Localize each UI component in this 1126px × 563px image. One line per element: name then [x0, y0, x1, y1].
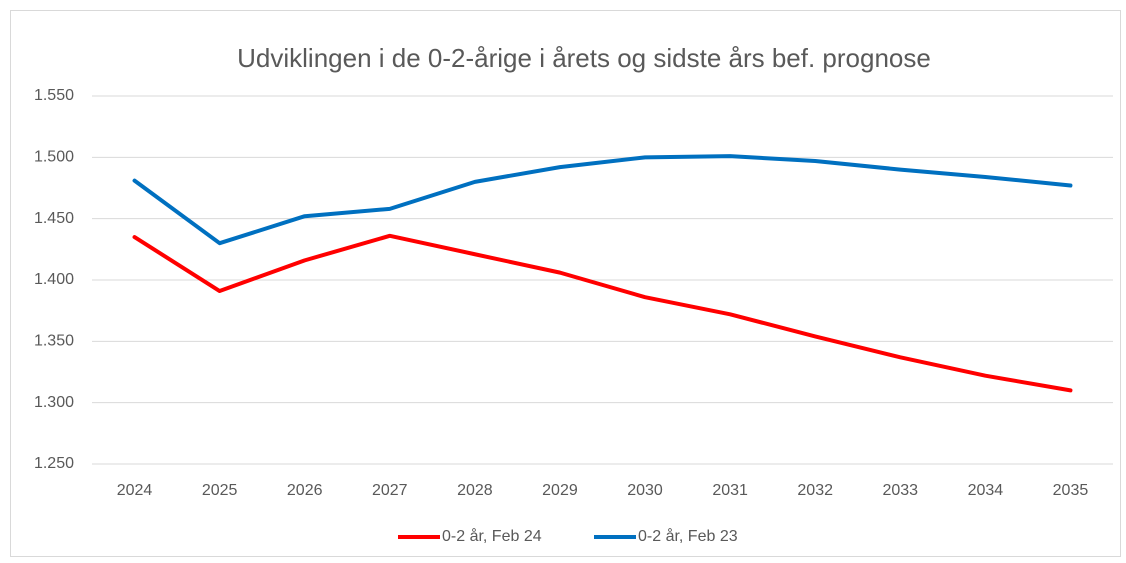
- y-tick-label: 1.300: [34, 394, 74, 411]
- legend-label: 0-2 år, Feb 24: [442, 527, 542, 545]
- y-tick-label: 1.350: [34, 333, 74, 350]
- x-tick-label: 2033: [882, 482, 918, 499]
- chart-title: Udviklingen i de 0-2-årige i årets og si…: [237, 43, 931, 73]
- x-tick-label: 2032: [797, 482, 833, 499]
- series-line: [132, 154, 1073, 246]
- y-tick-label: 1.400: [34, 271, 74, 288]
- x-tick-label: 2029: [542, 482, 578, 499]
- y-tick-label: 1.550: [34, 87, 74, 104]
- series-line: [132, 233, 1073, 393]
- x-tick-label: 2024: [117, 482, 153, 499]
- x-tick-label: 2031: [712, 482, 748, 499]
- x-tick-label: 2027: [372, 482, 408, 499]
- x-tick-label: 2035: [1053, 482, 1089, 499]
- x-tick-label: 2028: [457, 482, 493, 499]
- y-tick-label: 1.500: [34, 149, 74, 166]
- legend-label: 0-2 år, Feb 23: [638, 527, 738, 545]
- x-tick-label: 2034: [968, 482, 1004, 499]
- x-tick-label: 2026: [287, 482, 323, 499]
- y-tick-label: 1.450: [34, 210, 74, 227]
- chart-border: [10, 10, 1121, 557]
- x-tick-label: 2025: [202, 482, 238, 499]
- x-tick-label: 2030: [627, 482, 663, 499]
- y-tick-label: 1.250: [34, 455, 74, 472]
